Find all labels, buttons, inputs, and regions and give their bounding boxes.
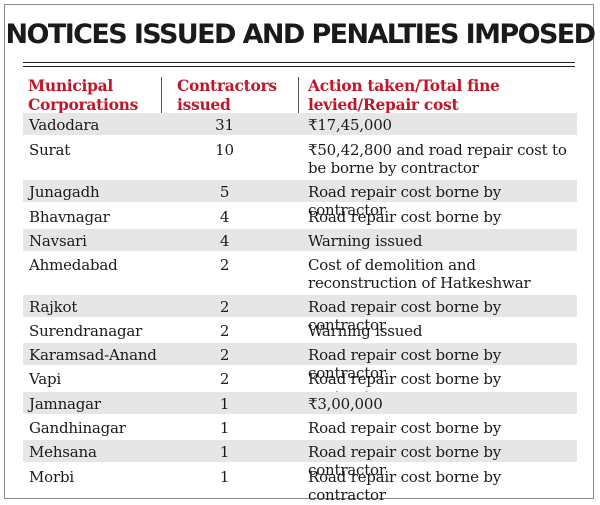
corporation-cell: Vadodara: [29, 116, 100, 134]
corporation-cell: Rajkot: [29, 298, 78, 316]
column-header-action: Action taken/Total fine levied/Repair co…: [308, 76, 500, 114]
corporation-cell: Ahmedabad: [29, 256, 118, 274]
notices-cell: 31: [215, 116, 234, 134]
table-row: Rajkot 2 Road repair cost borne by contrac…: [23, 295, 577, 334]
corporation-cell: Karamsad-Anand: [29, 346, 157, 364]
corporation-cell: Mehsana: [29, 443, 97, 461]
table-row: Morbi 1 Road repair cost borne by contract…: [23, 465, 577, 504]
table-row: Junagadh 5 Road repair cost borne by contr…: [23, 180, 577, 219]
corporation-cell: Navsari: [29, 232, 87, 250]
notices-cell: 1: [219, 419, 230, 437]
notices-cell: 2: [219, 322, 230, 340]
infographic-frame: NOTICES ISSUED AND PENALTIES IMPOSED Mun…: [4, 4, 597, 504]
corporation-cell: Jamnagar: [29, 395, 101, 413]
corporation-cell: Surendranagar: [29, 322, 143, 340]
corporation-cell: Gandhinagar: [29, 419, 126, 437]
action-cell: Road repair cost borne by contractor: [308, 346, 502, 382]
corporation-cell: Junagadh: [29, 183, 100, 201]
action-cell: Warning issued: [308, 322, 423, 340]
action-cell: Road repair cost borne by contractor: [308, 298, 502, 334]
title-bottom-rule: [23, 66, 575, 67]
table-row: Surat 10 ₹50,42,800 and road repair cost t…: [23, 138, 577, 178]
notices-cell: 2: [219, 298, 230, 316]
corporation-cell: Surat: [29, 141, 71, 159]
action-cell: Road repair cost borne by contractor: [308, 183, 502, 219]
column-header-corporations: Municipal Corporations: [28, 76, 139, 114]
table-row: Vadodara 31 ₹17,45,000: [23, 113, 577, 135]
notices-cell: 2: [219, 370, 230, 388]
title-top-rule: [23, 62, 575, 63]
table-row: Ahmedabad 2 Cost of demolition and reconst…: [23, 253, 577, 310]
notices-cell: 2: [219, 256, 230, 274]
corporation-cell: Bhavnagar: [29, 208, 110, 226]
action-cell: Cost of demolition and reconstruction of…: [308, 256, 531, 310]
notices-cell: 2: [219, 346, 230, 364]
notices-cell: 1: [219, 395, 230, 413]
table-row: Navsari 4 Warning issued: [23, 229, 577, 251]
corporation-cell: Morbi: [29, 468, 74, 486]
action-cell: ₹17,45,000: [308, 116, 392, 134]
table-row: Jamnagar 1 ₹3,00,000: [23, 392, 577, 414]
action-cell: ₹50,42,800 and road repair cost to be bo…: [308, 141, 567, 177]
table-row: Surendranagar 2 Warning issued: [23, 319, 577, 341]
column-divider: [298, 77, 299, 115]
action-cell: Warning issued: [308, 232, 423, 250]
notices-cell: 5: [219, 183, 230, 201]
notices-cell: 1: [219, 443, 230, 461]
action-cell: ₹3,00,000: [308, 395, 383, 413]
column-divider: [161, 77, 162, 115]
notices-cell: 1: [219, 468, 230, 486]
table-title: NOTICES ISSUED AND PENALTIES IMPOSED: [5, 19, 597, 50]
table-row: Mehsana 1 Road repair cost borne by contra…: [23, 440, 577, 479]
action-cell: Road repair cost borne by contractor: [308, 468, 502, 504]
corporation-cell: Vapi: [29, 370, 61, 388]
notices-cell: 10: [215, 141, 234, 159]
notices-cell: 4: [219, 208, 230, 226]
table-row: Karamsad-Anand 2 Road repair cost borne by…: [23, 343, 577, 382]
notices-cell: 4: [219, 232, 230, 250]
action-cell: Road repair cost borne by contractor: [308, 443, 502, 479]
